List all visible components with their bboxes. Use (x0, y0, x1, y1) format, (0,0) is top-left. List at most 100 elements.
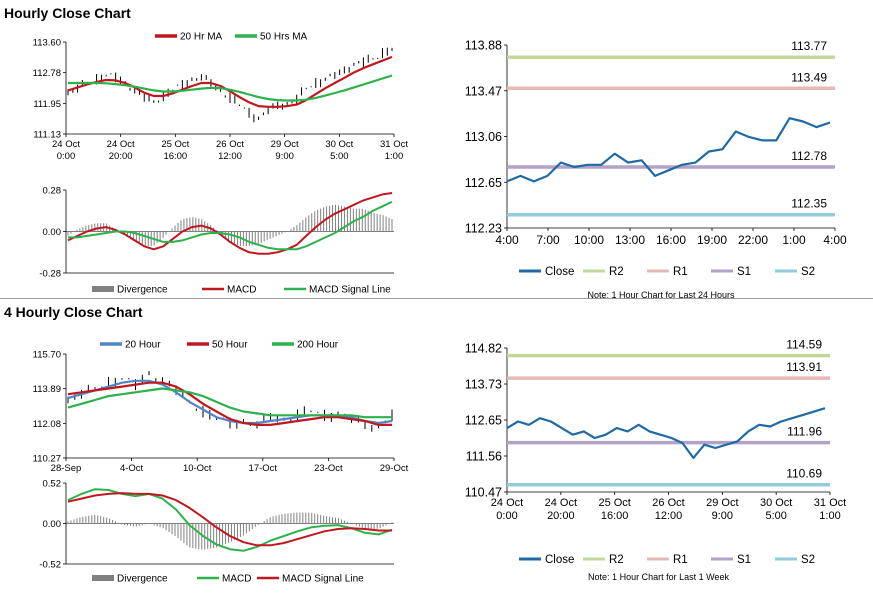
four-hourly-price-xtick-label: 10-Oct (183, 463, 212, 474)
four-hourly-macd-ytick-label: 0.00 (43, 519, 62, 530)
hourly-close-xtick-label: 22:00 (738, 233, 768, 247)
hourly-macd-macd-line (67, 192, 393, 255)
four-hourly-close-xtick-label: 26 Oct (652, 497, 684, 509)
four-hourly-macd-ytick-label: 0.52 (43, 479, 62, 490)
hourly-price-legend-0-label: 20 Hr MA (180, 32, 223, 43)
four-hourly-price-xtick-label: 29-Oct (380, 463, 409, 474)
hourly-close-xtick-label: 7:00 (536, 233, 560, 247)
hourly-close-legend-s2-label: S2 (801, 266, 815, 278)
four-hourly-close-xtick-label: 24 Oct (545, 497, 577, 509)
hourly-price-xtick-label: 26 Oct (216, 139, 244, 150)
four-hourly-close-xtick-label: 9:00 (712, 510, 733, 522)
four-hourly-price-ytick-label: 113.89 (33, 384, 61, 395)
four-hourly-close-ytick-label: 111.56 (466, 450, 502, 464)
hourly-close-xtick-label: 4:00 (495, 233, 519, 247)
four-hourly-price-200-hour-line (67, 387, 392, 419)
four-hourly-close-xtick-label: 20:00 (547, 510, 575, 522)
hourly-close-xtick-label: 1:00 (782, 233, 806, 247)
four-hourly-close-legend-r1-label: R1 (673, 554, 688, 566)
hourly-macd-legend-divergence-swatch (92, 286, 114, 292)
hourly-price-ytick-label: 112.78 (33, 68, 61, 79)
hourly-price-xtick-label: 29 Oct (271, 139, 299, 150)
hourly-close-ytick-label: 113.88 (465, 39, 502, 53)
four-hourly-macd-legend-divergence-swatch (92, 575, 114, 581)
four-hourly-price-legend-1-label: 50 Hour (212, 340, 248, 351)
hourly-macd-ytick-label: 0.28 (43, 186, 62, 197)
hourly-close-ytick-label: 113.06 (465, 130, 502, 144)
four-hourly-price-ytick-label: 112.08 (33, 419, 61, 430)
four-hourly-close-close-line (506, 407, 826, 459)
hourly-close-xtick-label: 13:00 (615, 233, 645, 247)
four-hourly-price-legend-2-label: 200 Hour (297, 340, 339, 351)
hourly-price-xtick-label: 25 Oct (161, 139, 189, 150)
four-hourly-close-legend-r2-label: R2 (609, 554, 624, 566)
four-hourly-close-note: Note: 1 Hour Chart for Last 1 Week (588, 572, 729, 582)
hourly-price-xtick-label: 5:00 (330, 151, 349, 162)
hourly-close-legend-s1-label: S1 (737, 266, 751, 278)
section-divider (0, 298, 873, 299)
hourly-price-xtick-label: 16:00 (163, 151, 187, 162)
four-hourly-close-legend-s2-label: S2 (801, 554, 815, 566)
four-hourly-macd-ytick-label: -0.52 (39, 560, 61, 571)
four-hourly-close-level-label-r2: 114.59 (786, 338, 822, 352)
four-hourly-price-xtick-label: 17-Oct (249, 463, 278, 474)
hourly-macd-ytick-label: 0.00 (43, 227, 62, 238)
four-hourly-close-level-label-r1: 113.91 (786, 360, 822, 374)
hourly-close-xtick-label: 16:00 (656, 233, 686, 247)
hourly-macd-signal-line (68, 200, 393, 251)
four-hourly-macd-legend-signal-label: MACD Signal Line (282, 574, 364, 585)
four-hourly-section-title: 4 Hourly Close Chart (4, 304, 143, 320)
hourly-price-xtick-label: 31 Oct (380, 139, 408, 150)
hourly-close-xtick-label: 19:00 (697, 233, 727, 247)
four-hourly-close-xtick-label: 12:00 (655, 510, 683, 522)
four-hourly-price-legend-0-label: 20 Hour (125, 340, 161, 351)
four-hourly-close-legend-close-label: Close (545, 554, 574, 566)
hourly-price-xtick-label: 12:00 (218, 151, 242, 162)
hourly-price-ytick-label: 113.60 (33, 38, 61, 49)
hourly-price-xtick-label: 24 Oct (52, 139, 80, 150)
hourly-close-xtick-label: 10:00 (574, 233, 604, 247)
hourly-close-xtick-label: 4:00 (823, 233, 847, 247)
four-hourly-close-level-label-s2: 110.69 (786, 467, 822, 481)
four-hourly-close-ytick-label: 112.65 (465, 414, 502, 428)
hourly-close-level-label-s1: 112.78 (791, 149, 827, 163)
four-hourly-close-xtick-label: 29 Oct (706, 497, 738, 509)
four-hourly-price-xtick-label: 28-Sep (51, 463, 82, 474)
four-hourly-close-ytick-label: 110.47 (465, 486, 502, 500)
hourly-price-ytick-label: 111.13 (33, 130, 61, 141)
four-hourly-close-level-label-s1: 111.96 (787, 425, 822, 439)
hourly-close-legend-r2-label: R2 (609, 266, 624, 278)
hourly-close-ytick-label: 112.23 (465, 222, 502, 236)
hourly-price-50-hrs-ma-line (68, 74, 393, 102)
four-hourly-close-xtick-label: 1:00 (819, 510, 840, 522)
four-hourly-price-ytick-label: 110.27 (33, 454, 61, 465)
hourly-price-xtick-label: 30 Oct (325, 139, 353, 150)
four-hourly-close-ytick-label: 114.82 (465, 342, 502, 356)
hourly-price-ytick-label: 111.95 (33, 99, 61, 110)
four-hourly-macd-macd-line (67, 488, 393, 552)
four-hourly-macd-legend-macd-label: MACD (222, 574, 251, 585)
four-hourly-macd-legend-divergence-label: Divergence (117, 574, 168, 585)
hourly-close-level-label-r1: 113.49 (791, 70, 827, 84)
four-hourly-close-ytick-label: 113.73 (465, 378, 502, 392)
hourly-macd-legend-signal-label: MACD Signal Line (309, 285, 391, 296)
hourly-macd-legend-divergence-label: Divergence (117, 285, 168, 296)
hourly-section-title: Hourly Close Chart (4, 5, 131, 21)
four-hourly-macd-signal-line (67, 492, 392, 547)
hourly-price-xtick-label: 1:00 (385, 151, 404, 162)
four-hourly-price-50-hour-line (67, 381, 392, 426)
four-hourly-price-xtick-label: 4-Oct (120, 463, 144, 474)
four-hourly-price-ytick-label: 115.70 (33, 350, 61, 361)
hourly-price-xtick-label: 0:00 (57, 151, 76, 162)
hourly-price-xtick-label: 20:00 (109, 151, 133, 162)
hourly-price-xtick-label: 9:00 (275, 151, 294, 162)
four-hourly-close-xtick-label: 0:00 (496, 510, 517, 522)
hourly-price-20-hr-ma-line (67, 55, 393, 108)
hourly-close-ytick-label: 113.47 (465, 84, 502, 98)
four-hourly-close-xtick-label: 31 Oct (814, 497, 846, 509)
four-hourly-close-xtick-label: 24 Oct (491, 497, 523, 509)
hourly-macd-legend-macd-label: MACD (227, 285, 256, 296)
four-hourly-close-xtick-label: 16:00 (601, 510, 629, 522)
hourly-close-legend-close-label: Close (545, 266, 574, 278)
